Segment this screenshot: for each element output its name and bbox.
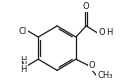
Text: Cl: Cl: [19, 27, 27, 36]
Text: H: H: [20, 56, 27, 65]
Text: H: H: [20, 65, 27, 74]
Text: CH₃: CH₃: [97, 71, 113, 80]
Text: O: O: [89, 61, 95, 70]
Text: O: O: [98, 28, 105, 37]
Text: N: N: [20, 61, 27, 70]
Text: H: H: [106, 28, 112, 37]
Text: O: O: [83, 2, 90, 11]
